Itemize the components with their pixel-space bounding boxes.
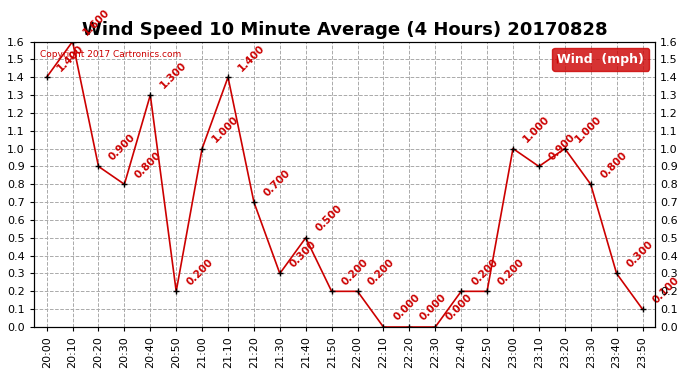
Text: 0.800: 0.800: [599, 150, 629, 180]
Text: Copyright 2017 Cartronics.com: Copyright 2017 Cartronics.com: [40, 50, 181, 59]
Text: 1.600: 1.600: [81, 7, 111, 38]
Text: 0.900: 0.900: [107, 132, 137, 162]
Text: 0.500: 0.500: [314, 203, 344, 234]
Text: 0.200: 0.200: [495, 257, 526, 287]
Text: 0.000: 0.000: [392, 292, 422, 323]
Legend: Wind  (mph): Wind (mph): [552, 48, 649, 71]
Text: 0.200: 0.200: [366, 257, 396, 287]
Text: 0.200: 0.200: [184, 257, 215, 287]
Text: 0.000: 0.000: [444, 292, 474, 323]
Text: 1.400: 1.400: [237, 42, 267, 73]
Text: 1.000: 1.000: [522, 114, 552, 144]
Text: 0.300: 0.300: [625, 239, 655, 269]
Text: 0.700: 0.700: [262, 168, 293, 198]
Text: 1.000: 1.000: [210, 114, 241, 144]
Text: 1.000: 1.000: [573, 114, 604, 144]
Text: 0.200: 0.200: [469, 257, 500, 287]
Text: 0.800: 0.800: [132, 150, 163, 180]
Text: 0.900: 0.900: [547, 132, 578, 162]
Text: 0.300: 0.300: [288, 239, 319, 269]
Text: 1.400: 1.400: [55, 42, 86, 73]
Text: 0.000: 0.000: [417, 292, 448, 323]
Text: 0.100: 0.100: [651, 274, 681, 305]
Title: Wind Speed 10 Minute Average (4 Hours) 20170828: Wind Speed 10 Minute Average (4 Hours) 2…: [82, 21, 607, 39]
Text: 0.200: 0.200: [340, 257, 371, 287]
Text: 1.300: 1.300: [159, 60, 189, 91]
